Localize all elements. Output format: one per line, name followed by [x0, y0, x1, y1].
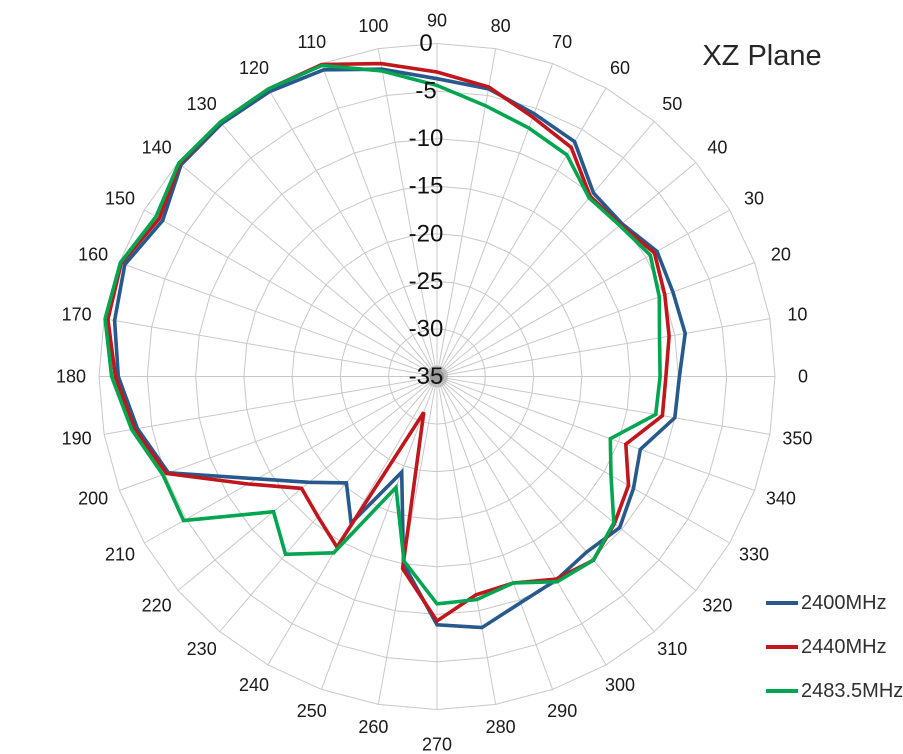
angle-label-80: 80	[491, 16, 511, 36]
angle-label-60: 60	[610, 58, 630, 78]
angle-label-20: 20	[771, 245, 791, 265]
angle-label-180: 180	[56, 367, 86, 387]
angle-label-70: 70	[552, 32, 572, 52]
angle-label-350: 350	[782, 428, 812, 448]
radial-tick-label--35: -35	[409, 363, 444, 390]
legend: 2400MHz 2440MHz 2483.5MHz	[766, 590, 903, 722]
legend-item-2400mhz: 2400MHz	[766, 590, 903, 616]
grid-spoke	[436, 318, 770, 377]
grid-spoke	[436, 209, 730, 377]
grid-spoke	[144, 209, 438, 377]
grid-spoke	[436, 376, 655, 632]
angle-label-260: 260	[358, 717, 388, 737]
legend-label: 2483.5MHz	[801, 679, 903, 702]
angle-label-190: 190	[62, 428, 92, 448]
grid-hub	[430, 369, 444, 384]
radial-tick-label--20: -20	[409, 220, 444, 247]
angle-label-320: 320	[702, 595, 732, 615]
series-line-2440mhz	[106, 61, 671, 624]
grid-spoke	[436, 376, 697, 591]
grid-spoke	[104, 318, 438, 377]
angle-label-140: 140	[142, 138, 172, 158]
legend-label: 2400MHz	[801, 591, 887, 614]
grid-spoke	[177, 162, 438, 377]
chart-title: XZ Plane	[702, 40, 822, 72]
grid-spoke	[436, 48, 497, 377]
grid-spoke	[436, 376, 755, 491]
grid-spoke	[436, 162, 697, 377]
grid-spoke	[320, 63, 438, 377]
grid-spoke	[377, 48, 438, 377]
angle-label-280: 280	[486, 717, 516, 737]
grid-spoke	[436, 376, 770, 435]
radial-tick-label--25: -25	[409, 268, 444, 295]
legend-swatch	[766, 601, 798, 605]
angle-label-40: 40	[707, 138, 727, 158]
legend-item-2483.5mhz: 2483.5MHz	[766, 678, 903, 704]
grid-spoke	[320, 376, 438, 690]
angle-label-160: 160	[78, 245, 108, 265]
angle-label-300: 300	[605, 675, 635, 695]
angle-label-100: 100	[358, 16, 388, 36]
angle-label-150: 150	[105, 189, 135, 209]
legend-label: 2440MHz	[801, 635, 887, 658]
grid-spoke	[436, 87, 607, 377]
angle-label-130: 130	[187, 94, 217, 114]
grid-spoke	[436, 121, 655, 377]
grid-spoke	[104, 376, 438, 435]
angle-label-220: 220	[142, 595, 172, 615]
grid-spoke	[119, 262, 438, 377]
angle-label-120: 120	[239, 58, 269, 78]
angle-label-30: 30	[744, 189, 764, 209]
radial-tick-label--30: -30	[409, 315, 444, 342]
angle-label-0: 0	[798, 367, 808, 387]
radial-tick-label--10: -10	[409, 125, 444, 152]
grid-spoke	[436, 262, 755, 377]
angle-label-270: 270	[422, 735, 452, 754]
angle-label-10: 10	[787, 305, 807, 325]
grid-spoke	[436, 376, 607, 666]
legend-item-2440mhz: 2440MHz	[766, 634, 903, 660]
angle-label-230: 230	[187, 639, 217, 659]
legend-swatch	[766, 689, 798, 693]
radial-tick-label--15: -15	[409, 173, 444, 200]
angle-label-310: 310	[657, 639, 687, 659]
angle-label-200: 200	[78, 488, 108, 508]
angle-label-210: 210	[105, 545, 135, 565]
angle-label-240: 240	[239, 675, 269, 695]
angle-label-330: 330	[739, 545, 769, 565]
grid-spoke	[144, 376, 438, 544]
angle-label-340: 340	[766, 488, 796, 508]
angle-label-110: 110	[297, 32, 326, 52]
grid-spoke	[436, 376, 497, 705]
angle-label-50: 50	[662, 94, 682, 114]
angle-label-90: 90	[427, 11, 447, 31]
grid-spoke	[267, 87, 438, 377]
grid-spoke	[436, 376, 554, 690]
angle-label-170: 170	[62, 305, 92, 325]
grid-spoke	[219, 376, 438, 632]
angle-label-290: 290	[547, 701, 577, 721]
angle-label-250: 250	[297, 701, 327, 721]
grid-spoke	[219, 121, 438, 377]
radial-tick-label--5: -5	[415, 78, 436, 105]
radial-tick-label-0: 0	[419, 30, 432, 57]
legend-swatch	[766, 645, 798, 649]
series-line-2483.5mhz	[103, 63, 662, 606]
grid-spoke	[436, 376, 730, 544]
